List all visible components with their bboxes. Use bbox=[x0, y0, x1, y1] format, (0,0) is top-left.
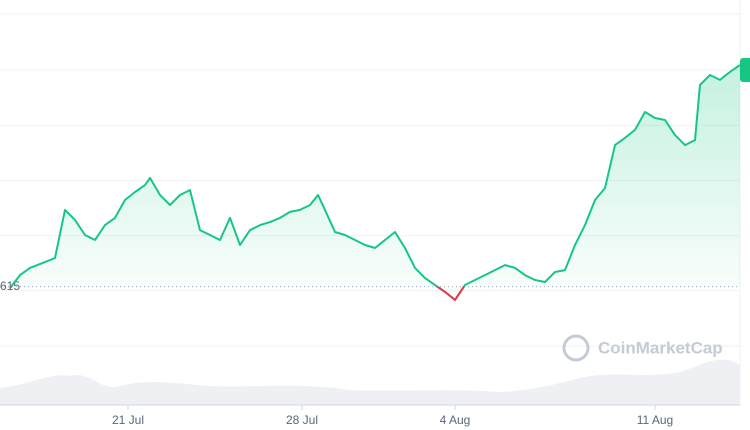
x-tick-label: 11 Aug bbox=[637, 413, 673, 427]
x-tick-label: 28 Jul bbox=[286, 413, 318, 427]
price-tag bbox=[740, 58, 750, 82]
watermark: CoinMarketCap bbox=[598, 338, 723, 357]
watermark-logo bbox=[562, 334, 590, 362]
volume-area bbox=[0, 359, 740, 405]
x-tick-label: 21 Jul bbox=[112, 413, 144, 427]
area bbox=[10, 65, 740, 300]
x-tick-label: 4 Aug bbox=[440, 413, 471, 427]
price-line bbox=[9, 64, 741, 301]
